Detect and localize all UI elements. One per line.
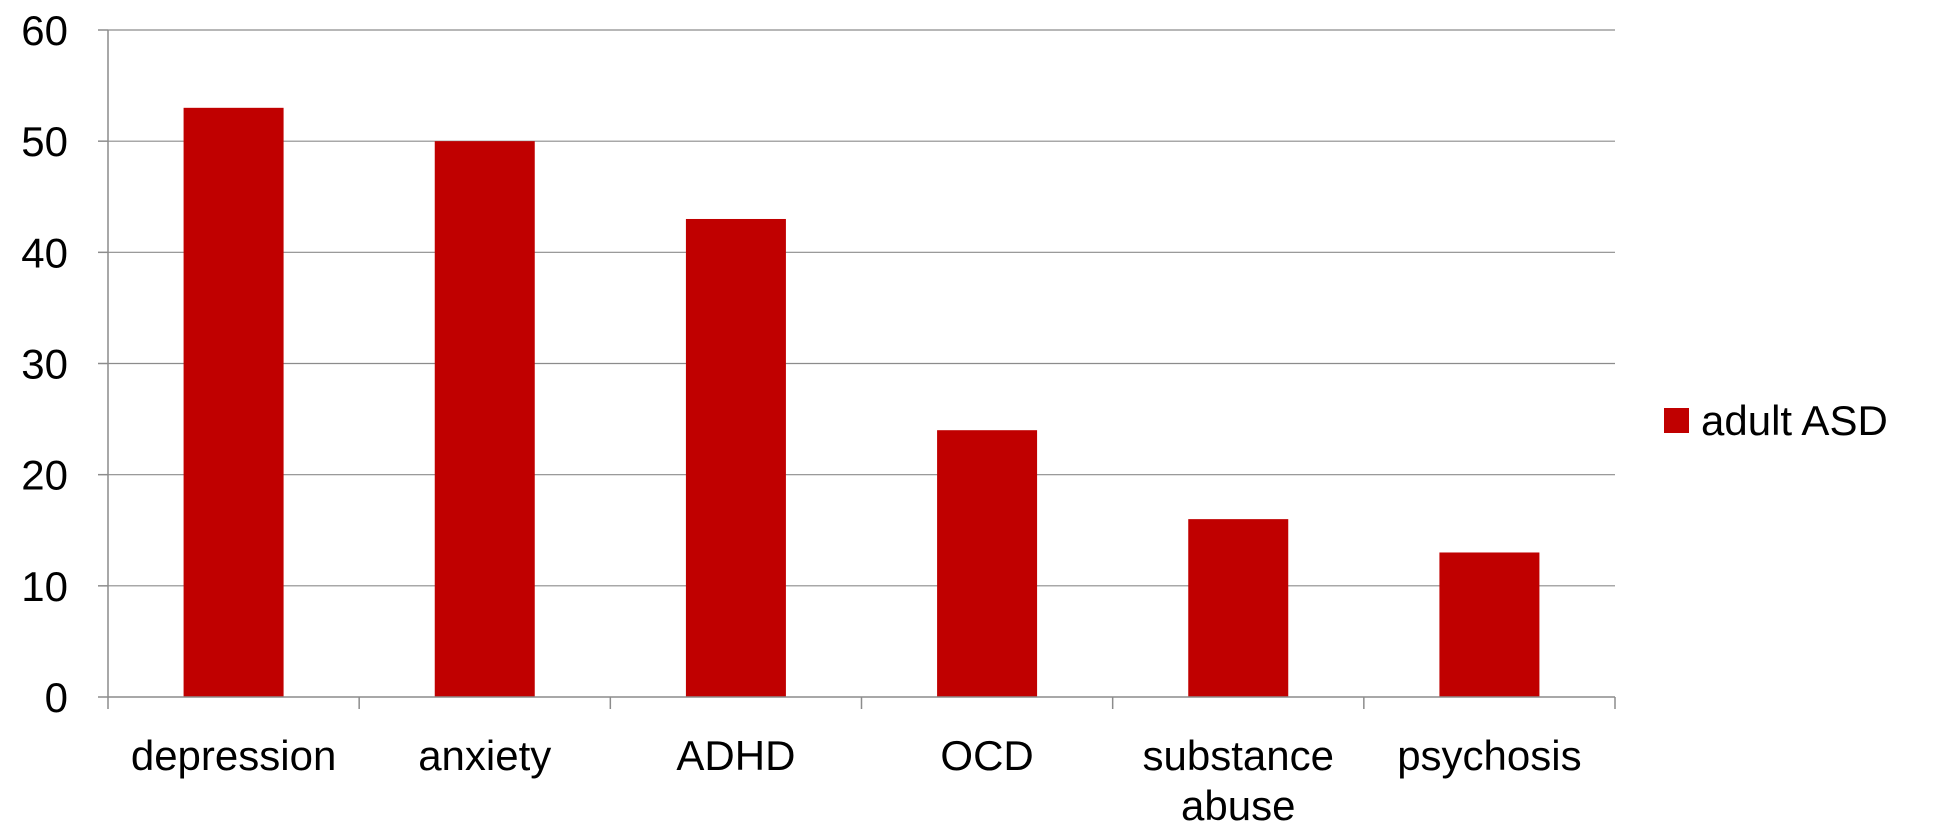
x-tick-label: psychosis bbox=[1397, 732, 1581, 779]
legend: adult ASD bbox=[1664, 397, 1888, 444]
x-tick-label: ADHD bbox=[676, 732, 795, 779]
y-tick-label: 20 bbox=[21, 452, 68, 499]
gridlines bbox=[108, 29, 1615, 587]
y-tick-label: 0 bbox=[45, 674, 68, 721]
bar-anxiety bbox=[434, 141, 535, 697]
bar-ADHD bbox=[685, 218, 786, 697]
legend-swatch bbox=[1664, 408, 1689, 433]
x-tick-label-line: abuse bbox=[1181, 782, 1295, 826]
bar-substance-abuse bbox=[1188, 519, 1289, 697]
bar-OCD bbox=[937, 430, 1038, 697]
legend-label: adult ASD bbox=[1701, 397, 1888, 444]
bars bbox=[183, 107, 1540, 698]
y-tick-label: 30 bbox=[21, 341, 68, 388]
bar-psychosis bbox=[1439, 552, 1540, 697]
x-tick-label: substance abuse bbox=[1143, 732, 1334, 826]
bar-depression bbox=[183, 107, 284, 698]
x-tick-label: anxiety bbox=[418, 732, 551, 779]
y-tick-label: 40 bbox=[21, 229, 68, 276]
axes bbox=[98, 29, 1616, 709]
y-tick-label: 60 bbox=[21, 7, 68, 54]
x-tick-label: depression bbox=[131, 732, 336, 779]
y-tick-labels: 0 10 20 30 40 50 60 bbox=[21, 7, 68, 721]
x-tick-label: OCD bbox=[940, 732, 1033, 779]
x-tick-labels: depression anxiety ADHD OCD substance abuse ps… bbox=[131, 732, 1582, 826]
y-tick-label: 10 bbox=[21, 563, 68, 610]
x-tick-label-line: substance bbox=[1143, 732, 1334, 779]
y-tick-label: 50 bbox=[21, 118, 68, 165]
